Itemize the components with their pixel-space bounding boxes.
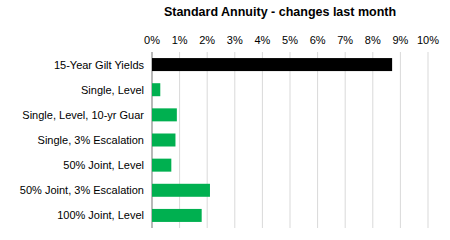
category-label: 50% Joint, 3% Escalation	[20, 184, 144, 196]
bar	[152, 108, 177, 121]
bar	[152, 83, 160, 96]
tick-label: 8%	[365, 34, 381, 46]
tick-label: 3%	[227, 34, 243, 46]
grid-line	[317, 52, 318, 228]
bar	[152, 58, 392, 71]
grid-line	[372, 52, 373, 228]
tick-label: 0%	[144, 34, 160, 46]
bars-group	[152, 58, 392, 222]
tick-label: 4%	[254, 34, 270, 46]
bar	[152, 134, 175, 147]
grid-line	[179, 52, 180, 228]
bar	[152, 159, 171, 172]
grid-line	[400, 52, 401, 228]
category-label: 100% Joint, Level	[57, 209, 144, 221]
category-label: Single, Level, 10-yr Guar	[22, 109, 144, 121]
grid-line	[428, 52, 429, 228]
grid-line	[234, 52, 235, 228]
chart-title: Standard Annuity - changes last month	[164, 5, 396, 19]
grid-line	[262, 52, 263, 228]
tick-label: 1%	[172, 34, 188, 46]
chart-svg: Standard Annuity - changes last month 0% 1…	[0, 0, 450, 240]
category-label: Single, 3% Escalation	[38, 134, 144, 146]
category-label: 15-Year Gilt Yields	[54, 59, 145, 71]
grid-line	[345, 52, 346, 228]
tick-label: 9%	[392, 34, 408, 46]
category-label: 50% Joint, Level	[63, 159, 144, 171]
bar	[152, 209, 202, 222]
tick-label: 2%	[199, 34, 215, 46]
category-label: Single, Level	[81, 84, 144, 96]
tick-label: 10%	[417, 34, 439, 46]
grid-line	[207, 52, 208, 228]
bar	[152, 184, 210, 197]
grid-line	[290, 52, 291, 228]
tick-label: 6%	[310, 34, 326, 46]
tick-label: 7%	[337, 34, 353, 46]
tick-label: 5%	[282, 34, 298, 46]
chart-container: Standard Annuity - changes last month 0% 1…	[0, 0, 450, 240]
